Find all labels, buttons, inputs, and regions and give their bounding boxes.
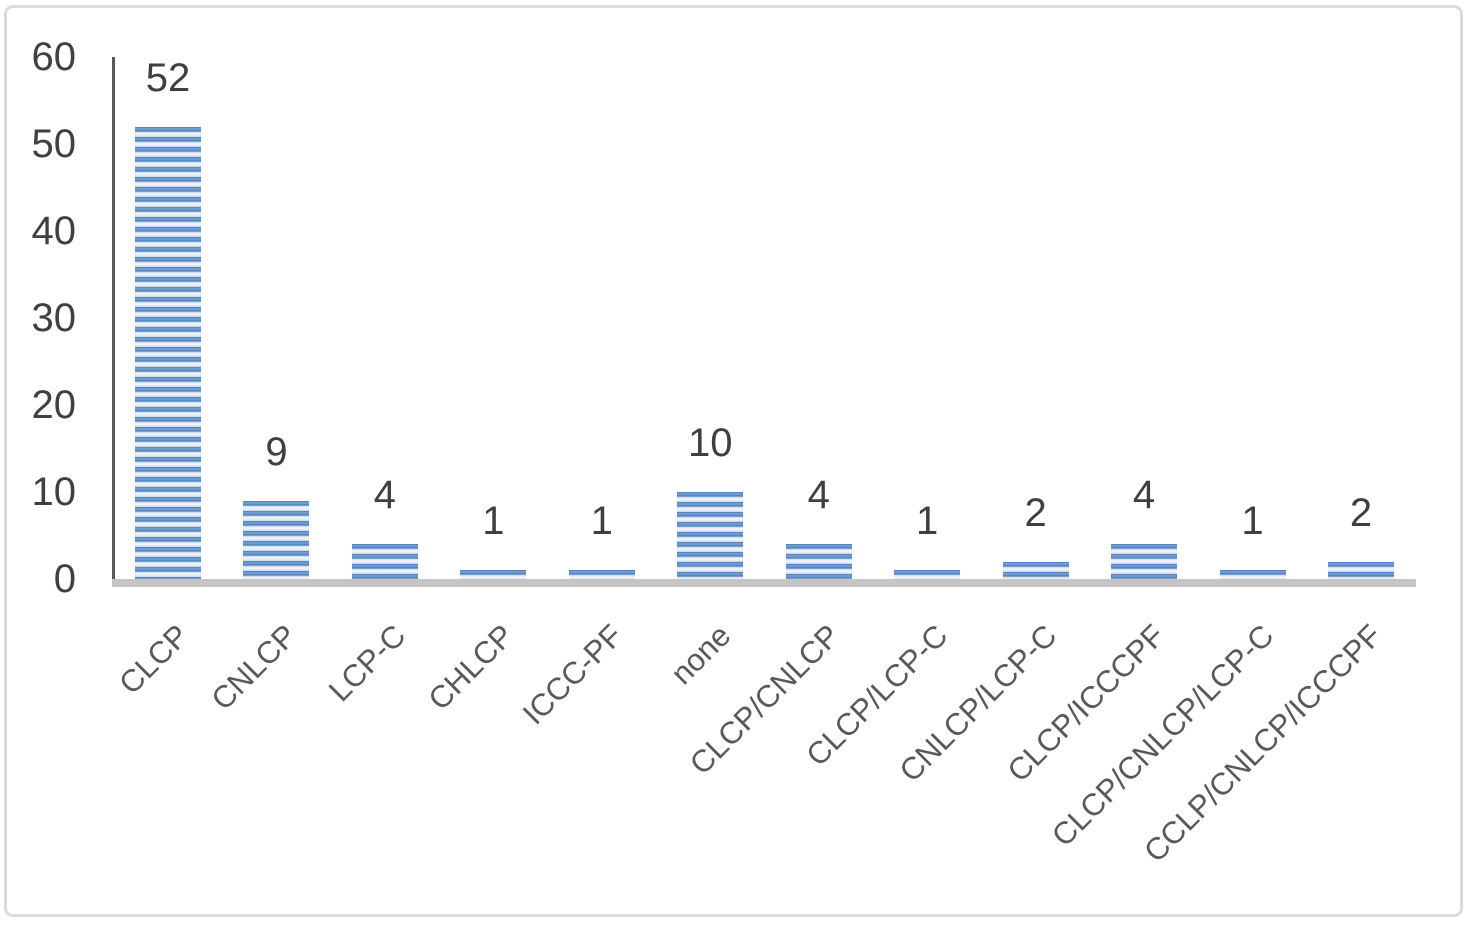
bar-value-label: 1 [916,499,939,544]
bar-value-label: 4 [807,473,830,518]
y-tick-label: 60 [31,35,77,79]
bar [785,544,852,579]
bar-value-label: 9 [265,429,288,474]
x-axis-baseline [112,579,1416,587]
bar [894,570,961,579]
bar [135,126,201,579]
bar [351,544,418,579]
bar [677,492,744,579]
y-tick-label: 40 [31,209,77,253]
bar [1327,561,1394,579]
y-tick-label: 30 [31,296,77,340]
bar-value-label: 1 [1241,499,1264,544]
bar-value-label: 2 [1024,490,1047,535]
bar-value-label: 1 [590,499,613,544]
bar-value-label: 2 [1349,490,1373,535]
bar [568,570,635,579]
bar [1219,570,1286,579]
bar [1002,561,1069,579]
y-tick-label: 10 [31,470,77,514]
bar [460,570,527,579]
y-tick-label: 20 [31,383,77,427]
bar-value-label: 52 [145,55,191,100]
bar-value-label: 10 [688,421,733,465]
y-axis-line [112,57,115,583]
chart-frame [4,5,1463,917]
bar-value-label: 4 [1132,473,1156,518]
bar-value-label: 1 [482,499,505,544]
y-tick-label: 50 [31,122,77,166]
bar [243,500,310,579]
y-tick-label: 0 [53,557,76,601]
bar [1111,544,1178,579]
bar-value-label: 4 [373,473,397,518]
